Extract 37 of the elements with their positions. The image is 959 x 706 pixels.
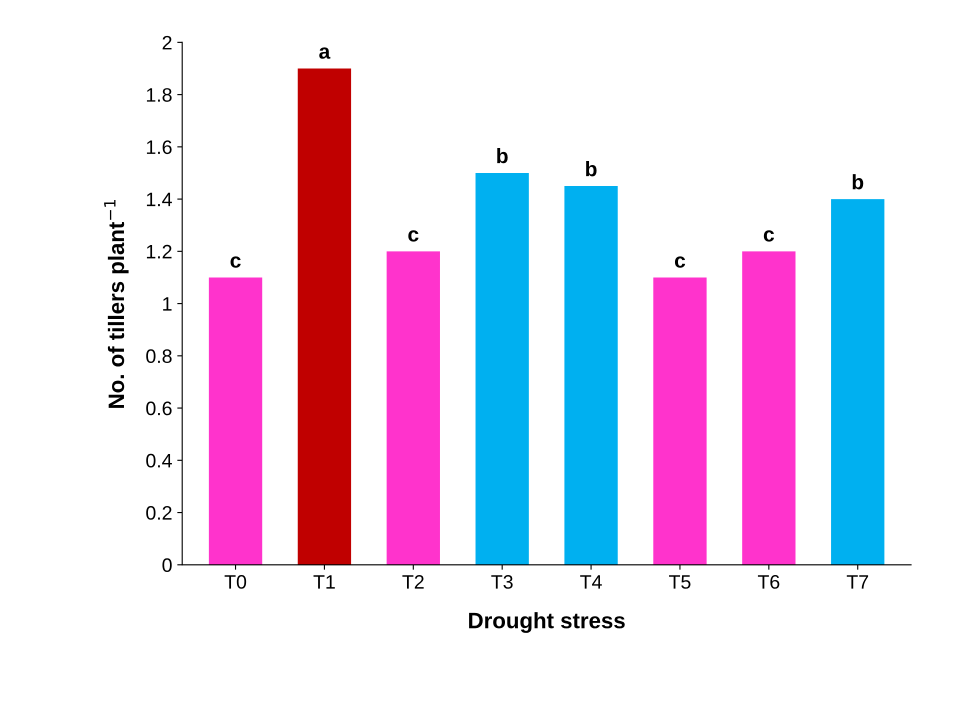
data-label: c xyxy=(230,256,241,268)
x-tick-label: T7 xyxy=(846,575,868,589)
bar xyxy=(742,251,796,565)
y-tick-label: 2 xyxy=(162,36,172,50)
y-tick-label: 0.2 xyxy=(146,506,172,520)
y-tick-label: 0.4 xyxy=(146,454,172,468)
x-tick-label: T1 xyxy=(314,575,335,589)
data-label: b xyxy=(497,148,508,164)
data-label: a xyxy=(319,47,330,59)
y-axis-title: No. of tillers plant$^{−1}$ xyxy=(104,200,129,408)
bar xyxy=(298,68,352,565)
x-axis-title: Drought stress xyxy=(469,612,625,633)
y-tick-label: 1.2 xyxy=(146,244,172,258)
bar xyxy=(208,277,262,565)
bar xyxy=(386,251,440,565)
x-tick-label: T4 xyxy=(580,575,602,589)
x-tick-label: T3 xyxy=(491,575,513,589)
data-label: c xyxy=(764,230,774,242)
x-tick-label: T5 xyxy=(669,575,690,589)
y-tick-label: 0.6 xyxy=(146,402,172,416)
data-label: b xyxy=(586,161,597,176)
data-label: c xyxy=(408,230,418,242)
y-tick-label: 1.6 xyxy=(146,140,172,154)
y-tick-label: 0 xyxy=(162,558,172,572)
data-label: b xyxy=(852,174,864,190)
x-tick-label: T0 xyxy=(224,575,246,589)
y-tick-label: 1.4 xyxy=(146,192,172,206)
y-tick-label: 1 xyxy=(163,297,172,311)
x-tick-label: T6 xyxy=(758,575,780,589)
bar xyxy=(564,186,618,565)
x-tick-label: T2 xyxy=(402,575,424,589)
bar xyxy=(653,277,707,565)
y-tick-label: 1.8 xyxy=(146,88,172,102)
bar xyxy=(476,172,529,565)
bar xyxy=(831,199,884,565)
y-tick-label: 0.8 xyxy=(146,349,172,364)
data-label: c xyxy=(674,256,686,268)
